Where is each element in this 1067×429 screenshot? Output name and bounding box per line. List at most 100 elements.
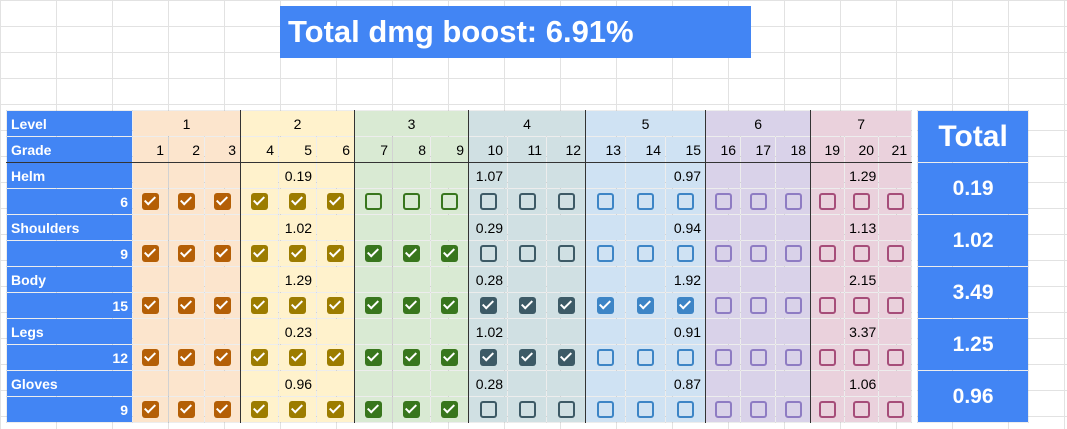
grade-checkbox-gloves-21[interactable] [886,401,904,419]
grade-checkbox-gloves-16[interactable] [714,401,732,419]
grade-checkbox-shoulders-20[interactable] [853,245,871,263]
grade-checkbox-legs-14[interactable] [637,349,655,367]
grade-checkbox-body-11[interactable] [518,297,536,315]
grade-checkbox-helm-19[interactable] [819,193,837,211]
grade-checkbox-legs-15[interactable] [677,349,695,367]
grade-checkbox-helm-13[interactable] [597,193,615,211]
grade-checkbox-helm-11[interactable] [518,193,536,211]
grade-checkbox-gloves-1[interactable] [142,401,159,419]
grade-checkbox-helm-5[interactable] [289,193,307,211]
grade-checkbox-legs-2[interactable] [178,349,195,367]
grade-checkbox-legs-16[interactable] [714,349,732,367]
grade-checkbox-shoulders-4[interactable] [251,245,269,263]
grade-checkbox-helm-16[interactable] [714,193,732,211]
grade-checkbox-shoulders-15[interactable] [677,245,695,263]
grade-checkbox-shoulders-18[interactable] [784,245,802,263]
grade-checkbox-gloves-3[interactable] [214,401,231,419]
grade-checkbox-helm-1[interactable] [142,193,159,211]
grade-checkbox-gloves-18[interactable] [784,401,802,419]
grade-checkbox-gloves-2[interactable] [178,401,195,419]
grade-checkbox-shoulders-11[interactable] [518,245,536,263]
grade-checkbox-helm-8[interactable] [403,193,421,211]
grade-checkbox-shoulders-5[interactable] [289,245,307,263]
grade-checkbox-gloves-8[interactable] [403,401,421,419]
grade-checkbox-legs-11[interactable] [518,349,536,367]
grade-checkbox-helm-2[interactable] [178,193,195,211]
grade-checkbox-shoulders-8[interactable] [403,245,421,263]
grade-checkbox-gloves-15[interactable] [677,401,695,419]
grade-checkbox-helm-17[interactable] [749,193,767,211]
grade-checkbox-shoulders-10[interactable] [479,245,497,263]
grade-checkbox-legs-6[interactable] [327,349,345,367]
grade-checkbox-legs-7[interactable] [365,349,383,367]
grade-checkbox-helm-9[interactable] [441,193,459,211]
grade-checkbox-gloves-6[interactable] [327,401,345,419]
grade-checkbox-helm-18[interactable] [784,193,802,211]
grade-checkbox-shoulders-9[interactable] [441,245,459,263]
grade-checkbox-body-3[interactable] [214,297,231,315]
grade-checkbox-shoulders-2[interactable] [178,245,195,263]
grade-checkbox-shoulders-19[interactable] [819,245,837,263]
grade-checkbox-body-9[interactable] [441,297,459,315]
grade-checkbox-body-1[interactable] [142,297,159,315]
grade-checkbox-body-16[interactable] [714,297,732,315]
grade-checkbox-gloves-9[interactable] [441,401,459,419]
grade-checkbox-body-6[interactable] [327,297,345,315]
grade-checkbox-legs-1[interactable] [142,349,159,367]
grade-checkbox-gloves-13[interactable] [597,401,615,419]
grade-checkbox-helm-10[interactable] [479,193,497,211]
grade-checkbox-gloves-7[interactable] [365,401,383,419]
grade-checkbox-shoulders-21[interactable] [886,245,904,263]
grade-checkbox-body-13[interactable] [597,297,615,315]
grade-checkbox-helm-12[interactable] [557,193,575,211]
grade-checkbox-shoulders-6[interactable] [327,245,345,263]
grade-checkbox-body-17[interactable] [749,297,767,315]
grade-checkbox-legs-19[interactable] [819,349,837,367]
grade-checkbox-body-5[interactable] [289,297,307,315]
grade-checkbox-gloves-19[interactable] [819,401,837,419]
grade-checkbox-legs-13[interactable] [597,349,615,367]
grade-checkbox-legs-4[interactable] [251,349,269,367]
grade-checkbox-gloves-11[interactable] [518,401,536,419]
grade-checkbox-gloves-17[interactable] [749,401,767,419]
grade-checkbox-body-8[interactable] [403,297,421,315]
grade-checkbox-legs-3[interactable] [214,349,231,367]
grade-checkbox-legs-10[interactable] [479,349,497,367]
grade-checkbox-helm-20[interactable] [853,193,871,211]
grade-checkbox-body-4[interactable] [251,297,269,315]
grade-checkbox-legs-9[interactable] [441,349,459,367]
grade-checkbox-body-21[interactable] [886,297,904,315]
grade-checkbox-body-14[interactable] [637,297,655,315]
grade-checkbox-helm-15[interactable] [677,193,695,211]
grade-checkbox-shoulders-7[interactable] [365,245,383,263]
grade-checkbox-helm-14[interactable] [637,193,655,211]
grade-checkbox-legs-20[interactable] [853,349,871,367]
grade-checkbox-body-15[interactable] [677,297,695,315]
grade-checkbox-gloves-20[interactable] [853,401,871,419]
grade-checkbox-body-18[interactable] [784,297,802,315]
grade-checkbox-helm-6[interactable] [327,193,345,211]
grade-checkbox-helm-21[interactable] [886,193,904,211]
grade-checkbox-legs-5[interactable] [289,349,307,367]
grade-checkbox-helm-7[interactable] [365,193,383,211]
grade-checkbox-legs-17[interactable] [749,349,767,367]
grade-checkbox-shoulders-1[interactable] [142,245,159,263]
grade-checkbox-body-7[interactable] [365,297,383,315]
grade-checkbox-helm-3[interactable] [214,193,231,211]
grade-checkbox-gloves-14[interactable] [637,401,655,419]
grade-checkbox-gloves-4[interactable] [251,401,269,419]
grade-checkbox-body-20[interactable] [853,297,871,315]
grade-checkbox-legs-18[interactable] [784,349,802,367]
grade-checkbox-gloves-10[interactable] [479,401,497,419]
grade-checkbox-legs-12[interactable] [557,349,575,367]
grade-checkbox-shoulders-12[interactable] [557,245,575,263]
grade-checkbox-body-2[interactable] [178,297,195,315]
grade-checkbox-legs-21[interactable] [886,349,904,367]
grade-checkbox-body-10[interactable] [479,297,497,315]
grade-checkbox-body-19[interactable] [819,297,837,315]
grade-checkbox-shoulders-13[interactable] [597,245,615,263]
grade-checkbox-gloves-12[interactable] [557,401,575,419]
grade-checkbox-shoulders-17[interactable] [749,245,767,263]
grade-checkbox-shoulders-3[interactable] [214,245,231,263]
grade-checkbox-shoulders-16[interactable] [714,245,732,263]
